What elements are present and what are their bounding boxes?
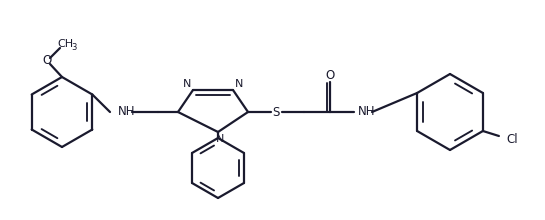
Text: NH: NH (358, 104, 376, 117)
Text: N: N (216, 134, 224, 144)
Text: NH: NH (118, 104, 136, 117)
Text: CH: CH (57, 39, 73, 49)
Text: O: O (325, 68, 335, 81)
Text: O: O (43, 53, 52, 66)
Text: 3: 3 (71, 42, 77, 51)
Text: S: S (272, 106, 280, 119)
Text: Cl: Cl (506, 132, 518, 145)
Text: N: N (183, 79, 191, 89)
Text: N: N (235, 79, 243, 89)
